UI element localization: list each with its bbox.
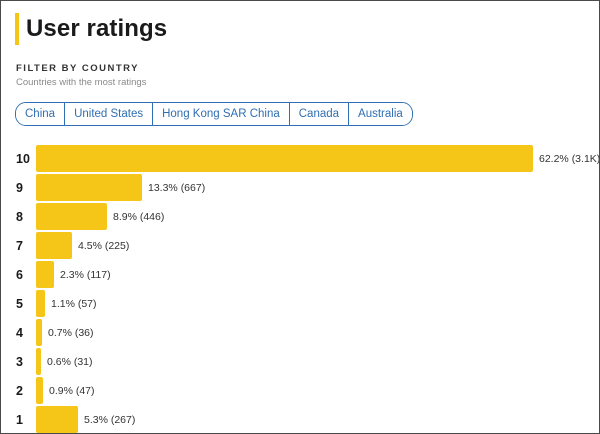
rating-bar xyxy=(36,174,142,201)
rating-row-1: 1 5.3% (267) xyxy=(1,406,599,433)
country-chip-hong-kong[interactable]: Hong Kong SAR China xyxy=(153,103,290,125)
ratings-bar-chart: 10 62.2% (3.1K) 9 13.3% (667) 8 8.9% (446) 7 4.… xyxy=(1,145,599,433)
rating-bar xyxy=(36,406,78,433)
rating-row-7: 7 4.5% (225) xyxy=(1,232,599,261)
rating-row-4: 4 0.7% (36) xyxy=(1,319,599,348)
filter-subtitle: Countries with the most ratings xyxy=(16,77,147,88)
country-chip-canada[interactable]: Canada xyxy=(289,103,350,125)
rating-bar xyxy=(36,377,43,404)
page-title: User ratings xyxy=(26,15,168,42)
rating-row-2: 2 0.9% (47) xyxy=(1,377,599,406)
rating-bar xyxy=(36,203,107,230)
rating-value-label: 0.9% (47) xyxy=(49,384,95,397)
filter-label: FILTER BY COUNTRY xyxy=(16,63,139,74)
rating-bar xyxy=(36,232,72,259)
rating-value-label: 1.1% (57) xyxy=(51,297,97,310)
rating-value-label: 0.7% (36) xyxy=(48,326,94,339)
rating-label: 10 xyxy=(16,151,30,166)
rating-row-3: 3 0.6% (31) xyxy=(1,348,599,377)
country-chip-australia[interactable]: Australia xyxy=(349,103,412,125)
rating-label: 5 xyxy=(16,296,23,311)
rating-value-label: 4.5% (225) xyxy=(78,239,130,252)
rating-value-label: 0.6% (31) xyxy=(47,355,93,368)
rating-bar xyxy=(36,145,533,172)
country-chip-china[interactable]: China xyxy=(16,103,66,125)
rating-label: 8 xyxy=(16,209,23,224)
rating-value-label: 2.3% (117) xyxy=(60,268,111,281)
rating-bar xyxy=(36,348,41,375)
rating-row-6: 6 2.3% (117) xyxy=(1,261,599,290)
rating-bar xyxy=(36,290,45,317)
rating-bar xyxy=(36,261,54,288)
rating-row-8: 8 8.9% (446) xyxy=(1,203,599,232)
rating-value-label: 5.3% (267) xyxy=(84,413,136,426)
rating-value-label: 13.3% (667) xyxy=(148,181,206,194)
country-filter-group: China United States Hong Kong SAR China … xyxy=(15,102,413,126)
rating-value-label: 8.9% (446) xyxy=(113,210,165,223)
rating-row-10: 10 62.2% (3.1K) xyxy=(1,145,599,174)
rating-value-label: 62.2% (3.1K) xyxy=(539,152,600,165)
rating-label: 6 xyxy=(16,267,23,282)
rating-label: 7 xyxy=(16,238,23,253)
rating-row-5: 5 1.1% (57) xyxy=(1,290,599,319)
rating-label: 9 xyxy=(16,180,23,195)
rating-label: 1 xyxy=(16,412,23,427)
country-chip-united-states[interactable]: United States xyxy=(65,103,154,125)
rating-label: 4 xyxy=(16,325,23,340)
rating-row-9: 9 13.3% (667) xyxy=(1,174,599,203)
rating-label: 3 xyxy=(16,354,23,369)
rating-label: 2 xyxy=(16,383,23,398)
rating-bar xyxy=(36,319,42,346)
title-block: User ratings xyxy=(15,13,167,45)
